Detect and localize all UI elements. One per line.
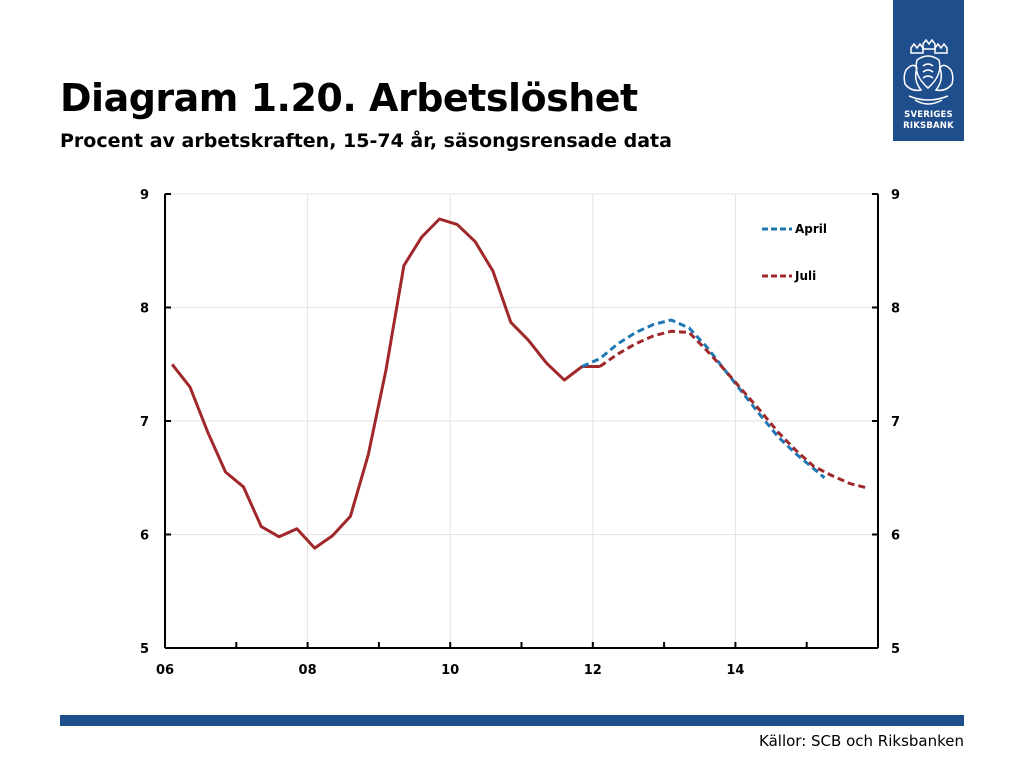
riksbank-logo: SVERIGES RIKSBANK (893, 0, 964, 141)
y-tick-label-right: 7 (891, 415, 900, 430)
legend-label-juli: Juli (794, 269, 816, 283)
source-note: Källor: SCB och Riksbanken (759, 732, 964, 750)
axis-layer: 5 5 6 6 7 7 8 8 9 9 06 08 10 12 14 (140, 188, 900, 678)
logo-text-line1: SVERIGES (904, 110, 953, 120)
x-tick-label: 08 (299, 663, 317, 678)
y-tick-label-left: 9 (140, 188, 149, 203)
page-subtitle: Procent av arbetskraften, 15-74 år, säso… (60, 130, 672, 152)
legend: April Juli (762, 222, 827, 283)
y-tick-label-left: 8 (140, 302, 149, 317)
y-tick-label-left: 6 (140, 529, 149, 544)
x-tick-label: 14 (726, 663, 744, 678)
unemployment-line-chart: 5 5 6 6 7 7 8 8 9 9 06 08 10 12 14 April Juli (140, 188, 900, 678)
y-tick-label-right: 9 (891, 188, 900, 203)
logo-text-line2: RIKSBANK (903, 121, 954, 131)
y-tick-label-left: 7 (140, 415, 149, 430)
footer-bar (60, 715, 964, 726)
legend-label-april: April (795, 222, 827, 236)
series-line-april (581, 318, 826, 479)
x-tick-label: 10 (441, 663, 459, 678)
series-line-juli (599, 329, 868, 490)
series-line-outcome (170, 217, 600, 550)
riksbank-crown-emblem-icon (903, 38, 954, 105)
y-tick-label-right: 6 (891, 529, 900, 544)
y-tick-label-left: 5 (140, 642, 149, 657)
series-layer (170, 217, 868, 550)
grid-layer (165, 193, 878, 648)
page-title: Diagram 1.20. Arbetslöshet (60, 76, 638, 120)
y-tick-label-right: 5 (891, 642, 900, 657)
x-tick-label: 12 (584, 663, 602, 678)
y-tick-label-right: 8 (891, 302, 900, 317)
x-tick-label: 06 (156, 663, 174, 678)
